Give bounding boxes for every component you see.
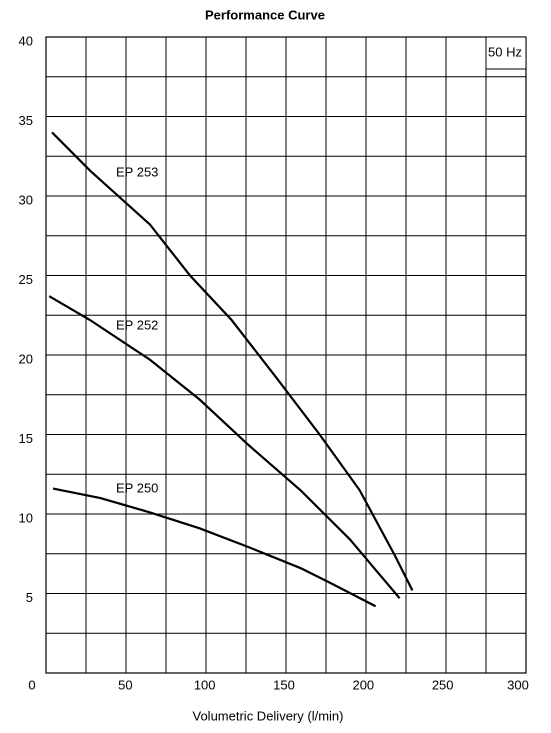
annotation-box xyxy=(485,36,527,70)
curve xyxy=(48,295,401,599)
x-tick-label: 0 xyxy=(28,677,35,692)
x-tick-label: 50 xyxy=(118,677,132,692)
y-tick-label: 20 xyxy=(19,351,33,366)
y-tick-label: 15 xyxy=(19,431,33,446)
x-tick-label: 150 xyxy=(273,677,295,692)
x-tick-label: 250 xyxy=(432,677,454,692)
y-tick-label: 25 xyxy=(19,272,33,287)
curve xyxy=(52,487,377,608)
y-tick-label: 35 xyxy=(19,113,33,128)
curve xyxy=(51,131,414,591)
series-label: EP 253 xyxy=(116,164,158,179)
y-tick-label: 40 xyxy=(19,33,33,48)
x-tick-label: 200 xyxy=(352,677,374,692)
x-axis-label: Volumetric Delivery (l/min) xyxy=(193,708,344,723)
annotation: 50 Hz xyxy=(488,44,522,59)
y-tick-label: 30 xyxy=(19,192,33,207)
y-tick-label: 10 xyxy=(19,510,33,525)
x-tick-label: 300 xyxy=(507,677,529,692)
chart-title: Performance Curve xyxy=(205,7,325,22)
x-tick-label: 100 xyxy=(194,677,216,692)
series-label: EP 250 xyxy=(116,480,158,495)
y-tick-label: 5 xyxy=(26,590,33,605)
series-label: EP 252 xyxy=(116,317,158,332)
